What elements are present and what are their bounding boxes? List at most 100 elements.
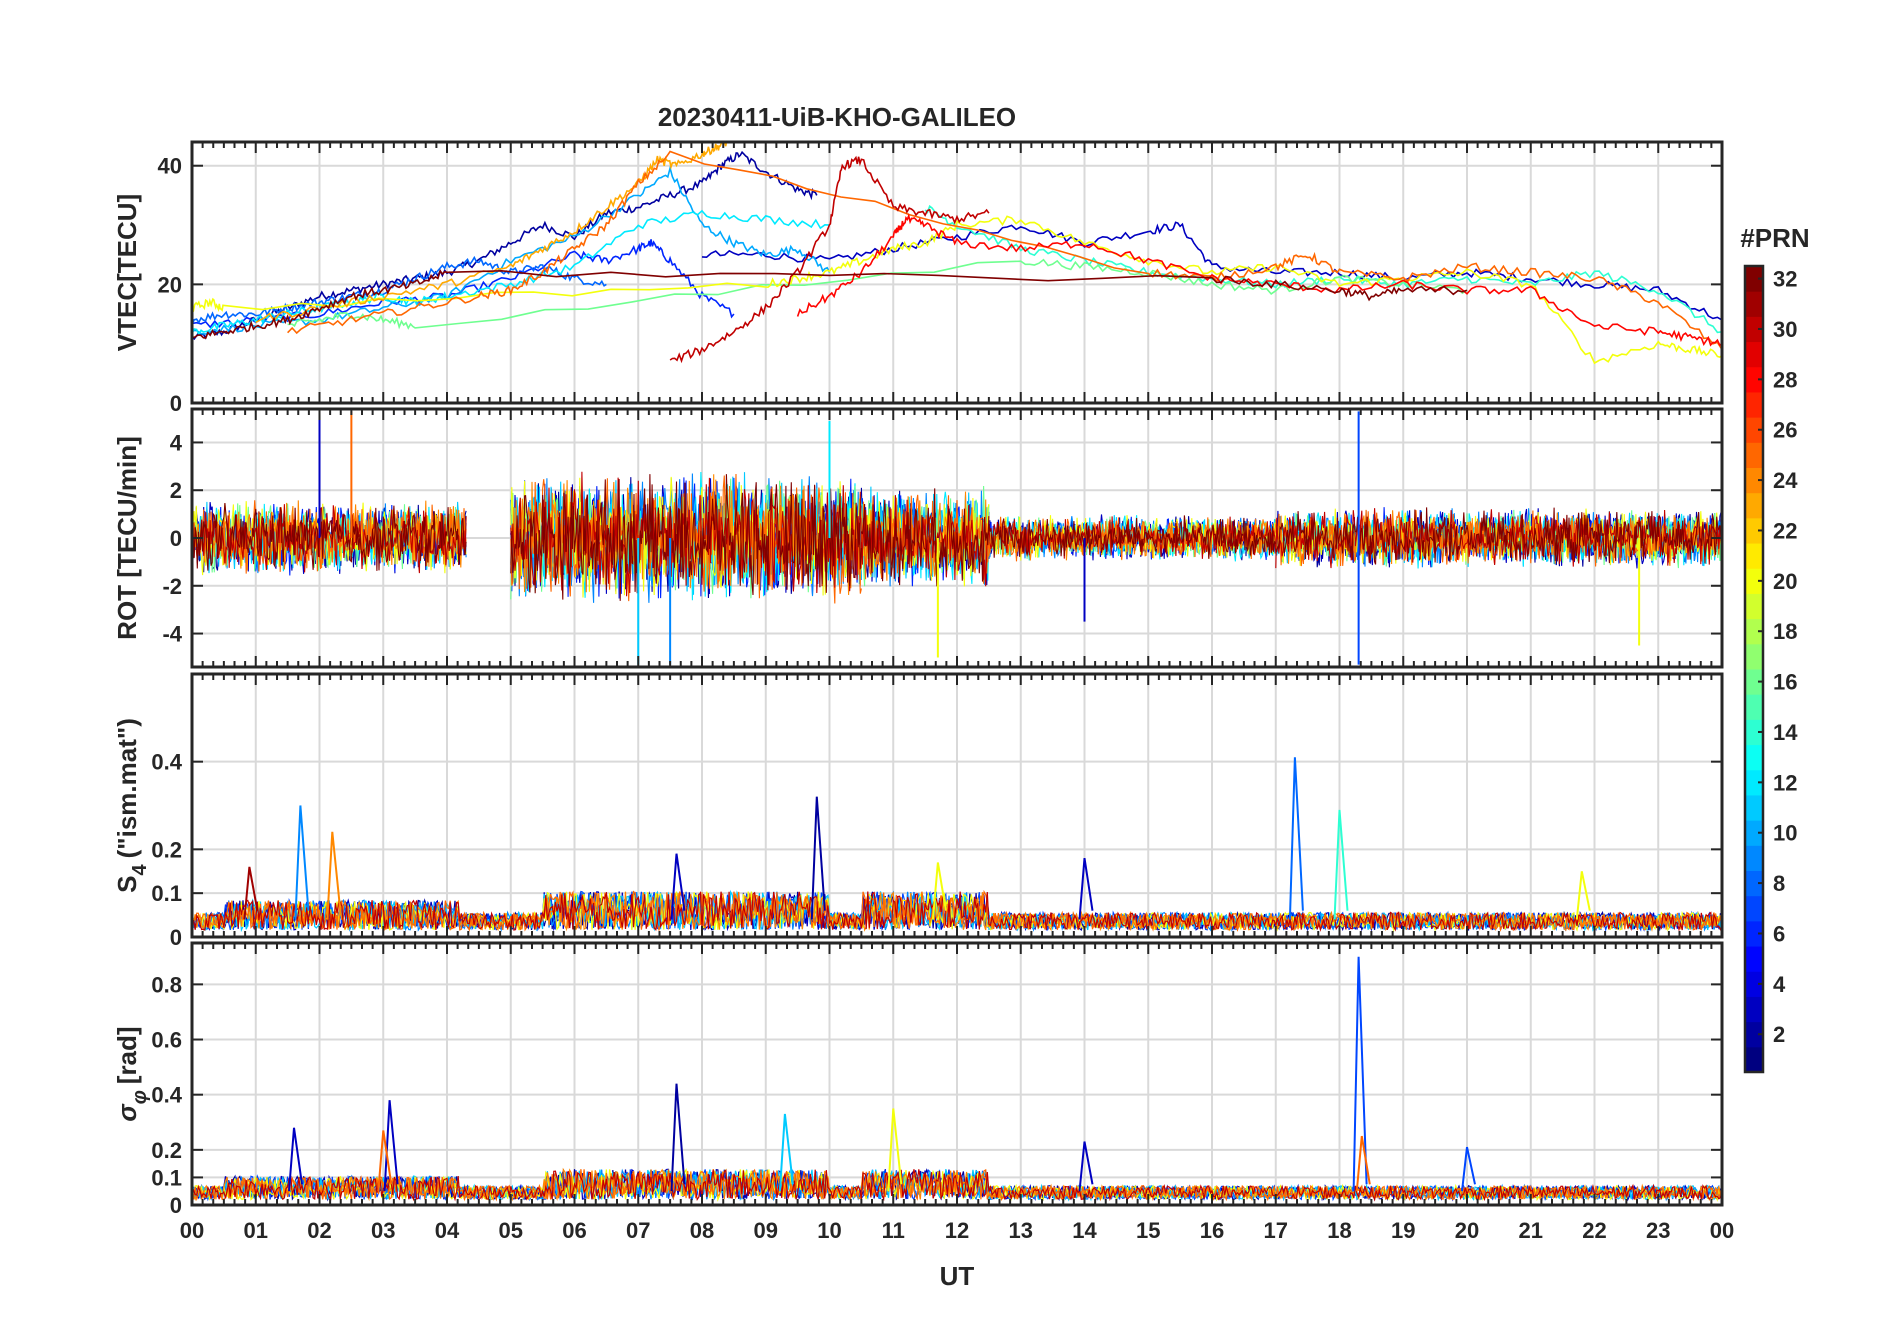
x-tick-label: 03: [371, 1218, 395, 1243]
vtec-series-prn-25: [287, 150, 1722, 351]
vtec-series-prn-6: [192, 239, 735, 329]
sigma_phi-y-ticks: 0 0.10.2 0.4 0.6 0.8: [151, 972, 1722, 1218]
colorbar-segment: [1745, 543, 1763, 569]
x-tick-label: 19: [1391, 1218, 1415, 1243]
colorbar-segment: [1745, 291, 1763, 317]
vtec-series-prn-32: [192, 269, 1468, 339]
x-tick-label: 17: [1264, 1218, 1288, 1243]
sigma_phi-spike: [1355, 1135, 1371, 1192]
rot-y-axis-label: ROT [TECU/min]: [112, 436, 142, 640]
s4-spike: [1288, 757, 1304, 920]
rot-x-ticks: [191, 409, 1723, 667]
x-tick-label: 12: [945, 1218, 969, 1243]
vtec-series-prn-8: [192, 255, 607, 325]
x-tick-label: 21: [1519, 1218, 1543, 1243]
colorbar-segment: [1745, 669, 1763, 695]
colorbar-segment: [1745, 820, 1763, 846]
colorbar-segment: [1745, 568, 1763, 594]
s4-y-ticks: 0 0.1 0.2 0.4: [151, 750, 1722, 950]
colorbar-tick-label: 22: [1773, 518, 1797, 543]
colorbar-segment: [1745, 467, 1763, 494]
x-tick-label: 04: [435, 1218, 460, 1243]
x-tick-label: 00: [1710, 1218, 1734, 1243]
s4-spike: [931, 862, 947, 920]
colorbar-segment: [1745, 1046, 1763, 1073]
sigma_phi-spike: [1352, 956, 1368, 1192]
colorbar-segment: [1745, 366, 1763, 393]
colorbar-segment: [1745, 618, 1763, 645]
s4-spike: [810, 796, 826, 920]
sigma_phi-spike: [1078, 1141, 1094, 1192]
rot-series: [192, 411, 1722, 665]
sigma_phi-y-tick-label: 0.6: [151, 1028, 182, 1053]
sigma_phi-spike: [1461, 1146, 1476, 1192]
x-tick-label: 01: [244, 1218, 268, 1243]
x-tick-label: 18: [1327, 1218, 1351, 1243]
colorbar-segment: [1745, 845, 1763, 871]
rot-y-tick-label: -4: [162, 622, 182, 647]
x-tick-label: 02: [307, 1218, 331, 1243]
x-tick-label: 13: [1009, 1218, 1033, 1243]
vtec-y-tick-label: 20: [158, 272, 182, 297]
s4-spike: [326, 831, 342, 920]
vtec-y-ticks: 0 20 40: [158, 154, 1722, 416]
vtec-series-prn-20: [192, 215, 1722, 365]
colorbar-segment: [1745, 769, 1763, 796]
colorbar-segment: [1745, 593, 1763, 620]
s4-spike: [1078, 857, 1094, 920]
colorbar-segment: [1745, 391, 1763, 418]
colorbar-tick-label: 20: [1773, 569, 1797, 594]
vtec-series-prn-28: [796, 213, 1722, 347]
colorbar-segment: [1745, 971, 1763, 997]
s4-spike: [1575, 871, 1591, 920]
x-tick-label: 15: [1136, 1218, 1160, 1243]
s4-spike: [294, 805, 310, 920]
colorbar-tick-label: 28: [1773, 367, 1797, 392]
x-tick-label: 05: [499, 1218, 523, 1243]
vtec-series-prn-14: [924, 204, 1722, 334]
vtec-y-tick-label: 0: [170, 391, 182, 416]
sigma_phi-spike: [383, 1100, 399, 1192]
s4-y-tick-label: 0: [170, 925, 182, 950]
s4-series: [192, 757, 1722, 933]
sigma_phi-spike: [887, 1108, 903, 1192]
ylabel-suffix: ("ism.mat"): [112, 718, 142, 858]
s4-x-ticks: [191, 674, 1723, 937]
x-tick-label: 11: [882, 1218, 905, 1243]
colorbar-segment: [1745, 442, 1763, 468]
rot-y-tick-label: 2: [170, 478, 182, 503]
ylabel-main: σ: [112, 1103, 142, 1122]
x-tick-label: 10: [817, 1218, 841, 1243]
colorbar-tick-label: 10: [1773, 821, 1797, 846]
s4-spike: [670, 853, 686, 920]
colorbar-segment: [1745, 719, 1763, 746]
s4-y-tick-label: 0.1: [151, 881, 182, 906]
colorbar-segment: [1745, 996, 1763, 1023]
x-tick-label: 22: [1582, 1218, 1606, 1243]
colorbar-segment: [1745, 341, 1763, 368]
colorbar-tick-label: 30: [1773, 317, 1797, 342]
rot-y-ticks: -4 -2 0 2 4: [162, 430, 1722, 647]
colorbar-segment: [1745, 492, 1763, 519]
sigma_phi-y-tick-label: 0.1: [151, 1165, 182, 1190]
panel-rot: -4 -2 0 2 4 ROT [TECU/min]: [112, 407, 1724, 669]
colorbar-segment: [1745, 316, 1763, 343]
rot-y-tick-label: -2: [162, 574, 182, 599]
x-tick-label: 07: [626, 1218, 650, 1243]
sigma_phi-x-ticks: [191, 943, 1723, 1205]
ylabel-suffix: [rad]: [112, 1026, 142, 1084]
colorbar-title: #PRN: [1740, 223, 1809, 253]
s4-y-axis-label: S4 ("ism.mat"): [112, 718, 151, 893]
vtec-series-prn-16: [287, 258, 1468, 330]
x-tick-label: 23: [1646, 1218, 1670, 1243]
panel-vtec: 0 20 40 VTEC[TECU]: [112, 140, 1724, 416]
x-tick-label: 08: [690, 1218, 714, 1243]
ylabel-subscript: 4: [129, 864, 151, 876]
rot-series-prn-30: [192, 471, 1722, 597]
s4-grid: [191, 674, 1723, 938]
figure-title: 20230411-UiB-KHO-GALILEO: [658, 102, 1016, 132]
colorbar-tick-label: 14: [1773, 720, 1798, 745]
rot-y-tick-label: 4: [170, 430, 183, 455]
